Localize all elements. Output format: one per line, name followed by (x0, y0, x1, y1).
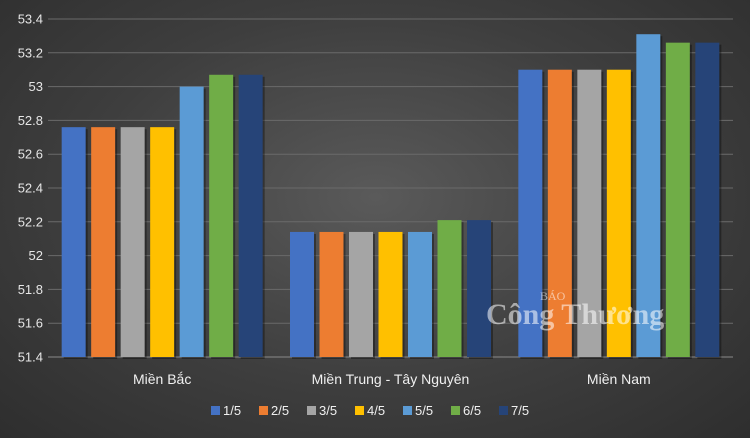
legend-swatch (355, 406, 364, 415)
watermark-line2: Công Thương (486, 298, 664, 331)
bar (378, 231, 403, 357)
y-tick-label: 52 (29, 248, 43, 263)
y-tick-label: 53.4 (18, 12, 43, 27)
y-tick-label: 52.8 (18, 113, 43, 128)
bar (61, 127, 86, 357)
legend-label: 3/5 (319, 403, 337, 418)
bar (290, 231, 314, 357)
bar (319, 231, 344, 357)
legend-label: 6/5 (463, 403, 481, 418)
bar (91, 127, 116, 357)
category-label: Miền Bắc (133, 371, 191, 387)
legend-swatch (451, 406, 460, 415)
legend-label: 7/5 (511, 403, 529, 418)
legend-label: 5/5 (415, 403, 433, 418)
bar (577, 69, 602, 357)
bar (120, 127, 145, 357)
legend-label: 2/5 (271, 403, 289, 418)
legend-swatch (211, 406, 220, 415)
y-tick-label: 52.4 (18, 181, 43, 196)
legend-swatch (307, 406, 316, 415)
bar (547, 69, 572, 357)
bar (408, 231, 432, 357)
bar (150, 127, 175, 357)
y-tick-label: 53 (29, 79, 43, 94)
y-tick-label: 52.6 (18, 147, 43, 162)
bar (665, 42, 690, 357)
bars-layer (61, 34, 722, 360)
legend-swatch (499, 406, 508, 415)
x-axis-categories: Miền Bắc Miền Trung - Tây Nguyên Miền Nam (133, 371, 651, 387)
bar (695, 42, 720, 357)
bar (606, 69, 631, 357)
bar (518, 69, 543, 357)
watermark-logo: BÁO Công Thương (486, 289, 664, 331)
y-tick-label: 53.2 (18, 45, 43, 60)
bar (179, 86, 204, 357)
y-tick-label: 51.6 (18, 316, 43, 331)
legend-label: 1/5 (223, 403, 241, 418)
y-tick-label: 52.2 (18, 214, 43, 229)
bar (209, 74, 234, 358)
legend-swatch (403, 406, 412, 415)
y-tick-label: 51.8 (18, 282, 43, 297)
watermark-line1: BÁO (540, 289, 566, 303)
legend-label: 4/5 (367, 403, 385, 418)
bar (238, 74, 263, 358)
y-tick-label: 51.4 (18, 350, 43, 365)
legend: 1/5 2/5 3/5 4/5 5/5 6/5 7/5 (211, 403, 529, 418)
legend-swatch (259, 406, 268, 415)
category-label: Miền Nam (587, 371, 651, 387)
bar (467, 220, 491, 357)
category-label: Miền Trung - Tây Nguyên (312, 371, 470, 387)
bar (349, 231, 373, 357)
bar (437, 220, 462, 357)
bar (636, 34, 661, 358)
y-axis-ticks: 51.4 51.6 51.8 52 52.2 52.4 52.6 52.8 53 53.2 53.4 (18, 12, 43, 365)
